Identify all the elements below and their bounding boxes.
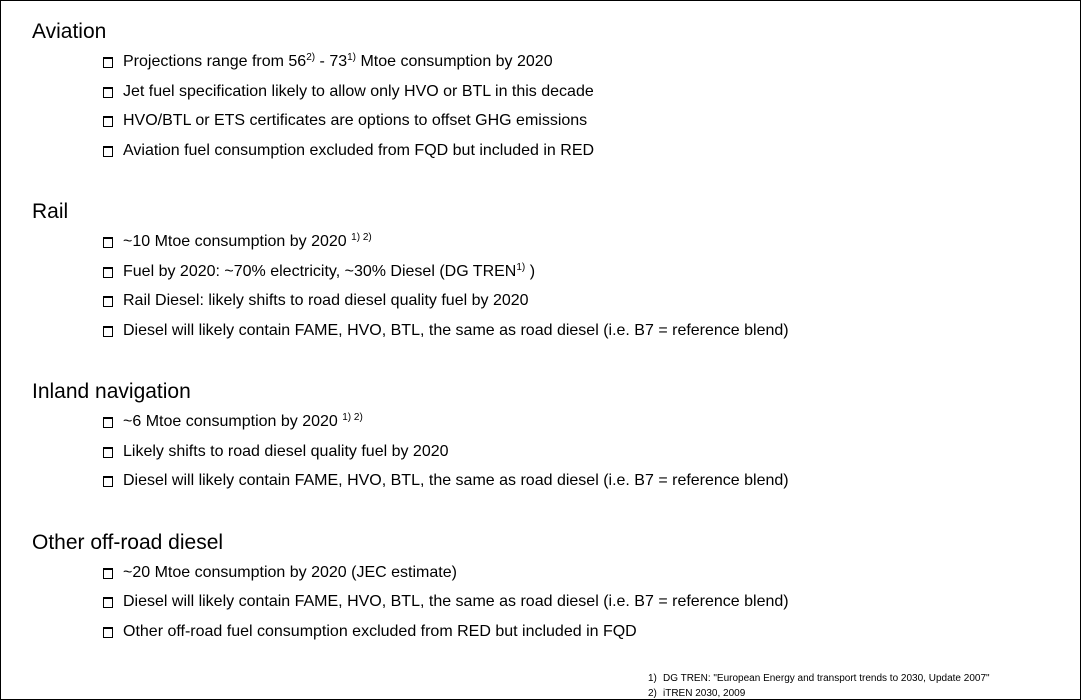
bullet-text: ~10 Mtoe consumption by 2020	[123, 233, 352, 250]
section: Rail ~10 Mtoe consumption by 2020 1) 2) Fu…	[1, 197, 1080, 345]
bullet-box	[103, 325, 113, 337]
bullet-text: Diesel will likely contain FAME, HVO, BT…	[123, 321, 789, 339]
bullet: Diesel will likely contain FAME, HVO, BT…	[1, 316, 1080, 346]
bullet-text: Rail Diesel: likely shifts to road diese…	[123, 292, 529, 309]
footnote-number: 2)	[648, 688, 657, 699]
bullet-text: Fuel by 2020: ~70% electricity, ~30% Die…	[123, 262, 517, 280]
bullet-box	[103, 116, 113, 127]
bullet: Jet fuel specification likely to allow o…	[1, 77, 1080, 107]
bullet: ~6 Mtoe consumption by 2020 1) 2)	[1, 407, 1080, 437]
footnote-ref: 1)	[347, 52, 357, 63]
bullet: Likely shifts to road diesel quality fue…	[1, 437, 1080, 467]
bullet: ~20 Mtoe consumption by 2020 (JEC estima…	[1, 558, 1080, 588]
footnote-ref: 1)	[516, 261, 526, 273]
bullet-text: Aviation fuel consumption excluded from …	[123, 141, 595, 159]
bullet: Diesel will likely contain FAME, HVO, BT…	[1, 587, 1080, 617]
section-heading: Rail	[32, 200, 69, 223]
section-heading: Aviation	[32, 20, 107, 43]
footnote-text: iTREN 2030, 2009	[663, 688, 746, 699]
section-heading: Inland navigation	[32, 380, 191, 403]
bullet-box	[103, 57, 113, 68]
bullet-box	[103, 296, 113, 307]
bullet-box	[103, 145, 113, 157]
bullet-text: Diesel will likely contain FAME, HVO, BT…	[123, 472, 789, 489]
footnote-ref: 1) 2)	[351, 232, 372, 243]
bullet-box	[103, 626, 113, 638]
bullet: Aviation fuel consumption excluded from …	[1, 136, 1080, 166]
section: Inland navigation ~6 Mtoe consumption by …	[1, 377, 1080, 496]
bullet: Projections range from 562) - 731) Mtoe …	[1, 47, 1080, 77]
bullet-text: Other off-road fuel consumption excluded…	[123, 622, 637, 640]
bullet-box	[103, 476, 113, 487]
bullet-box	[103, 567, 113, 579]
bullet-box	[103, 597, 113, 608]
bullet-text: Jet fuel specification likely to allow o…	[123, 82, 594, 100]
bullet-text: ~20 Mtoe consumption by 2020 (JEC estima…	[123, 563, 457, 581]
footnote: 2) iTREN 2030, 2009	[648, 686, 990, 699]
bullet-box	[103, 86, 113, 98]
bullet-text: Mtoe consumption by 2020	[356, 53, 553, 70]
bullet-box	[103, 237, 113, 248]
footnote-text: DG TREN: "European Energy and transport …	[663, 673, 990, 684]
bullet-text: Likely shifts to road diesel quality fue…	[123, 442, 449, 460]
bullet-text: Projections range from 56	[123, 53, 307, 70]
bullet: Other off-road fuel consumption excluded…	[1, 617, 1080, 647]
footnote: 1) DG TREN: "European Energy and transpor…	[648, 671, 990, 686]
bullet-text: HVO/BTL or ETS certificates are options …	[123, 112, 588, 129]
footnote-ref: 2)	[306, 52, 316, 63]
footnotes: 1) DG TREN: "European Energy and transpor…	[648, 671, 990, 699]
bullet: HVO/BTL or ETS certificates are options …	[1, 106, 1080, 136]
bullet-text: - 73	[315, 53, 348, 70]
bullet: ~10 Mtoe consumption by 2020 1) 2)	[1, 227, 1080, 257]
section-heading: Other off-road diesel	[32, 530, 224, 554]
bullet: Diesel will likely contain FAME, HVO, BT…	[1, 466, 1080, 496]
bullet-text: Diesel will likely contain FAME, HVO, BT…	[123, 593, 789, 610]
content: Aviation Projections range from 562) - 73…	[1, 1, 1080, 646]
section: Other off-road diesel ~20 Mtoe consumptio…	[1, 528, 1080, 647]
section: Aviation Projections range from 562) - 73…	[1, 17, 1080, 165]
footnote-ref: 1) 2)	[342, 412, 363, 423]
bullet: Fuel by 2020: ~70% electricity, ~30% Die…	[1, 257, 1080, 287]
footnote-number: 1)	[648, 673, 657, 684]
bullet-box	[103, 266, 113, 278]
bullet-box	[103, 417, 113, 428]
bullet-box	[103, 446, 113, 458]
bullet-text: ~6 Mtoe consumption by 2020	[123, 413, 343, 430]
bullet-text: )	[525, 262, 536, 280]
bullet: Rail Diesel: likely shifts to road diese…	[1, 286, 1080, 316]
